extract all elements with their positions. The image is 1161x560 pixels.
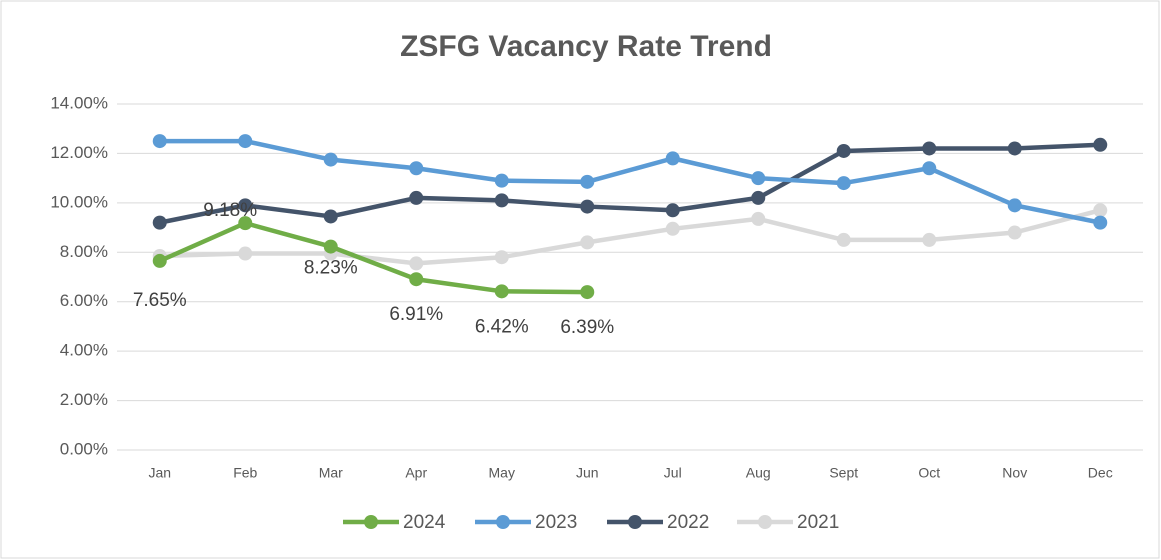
marker <box>494 173 509 188</box>
marker <box>665 151 680 166</box>
marker <box>665 221 680 236</box>
x-tick-label: Mar <box>319 465 343 481</box>
data-label: 8.23% <box>304 258 358 279</box>
marker <box>238 134 253 149</box>
x-tick-label: May <box>489 465 515 481</box>
marker <box>494 193 509 208</box>
marker <box>238 198 253 213</box>
marker <box>409 190 424 205</box>
marker <box>580 235 595 250</box>
y-tick-label: 4.00% <box>60 341 108 360</box>
marker <box>409 161 424 176</box>
marker <box>1007 198 1022 213</box>
marker <box>494 250 509 265</box>
legend-marker <box>628 515 642 529</box>
marker <box>580 174 595 189</box>
x-tick-label: Sept <box>829 465 858 481</box>
marker <box>1093 215 1108 230</box>
x-tick-label: Feb <box>233 465 257 481</box>
marker <box>836 176 851 191</box>
y-tick-label: 14.00% <box>50 93 108 112</box>
y-tick-label: 8.00% <box>60 242 108 261</box>
marker <box>580 285 595 300</box>
legend-label: 2024 <box>403 512 446 533</box>
x-tick-label: Oct <box>918 465 940 481</box>
marker <box>751 190 766 205</box>
marker <box>323 209 338 224</box>
marker <box>409 256 424 271</box>
chart-title: ZSFG Vacancy Rate Trend <box>400 30 772 63</box>
marker <box>409 272 424 287</box>
y-tick-label: 0.00% <box>60 439 108 458</box>
marker <box>1007 225 1022 240</box>
x-tick-label: Apr <box>405 465 427 481</box>
marker <box>1093 137 1108 152</box>
marker <box>751 171 766 186</box>
legend-marker <box>496 515 510 529</box>
legend-label: 2021 <box>797 512 839 533</box>
marker <box>152 215 167 230</box>
data-label: 6.91% <box>389 304 443 325</box>
data-label: 9.18% <box>203 200 257 221</box>
data-label: 6.39% <box>560 317 614 338</box>
y-tick-label: 2.00% <box>60 390 108 409</box>
marker <box>1093 203 1108 218</box>
marker <box>580 199 595 214</box>
series-line <box>159 208 1101 266</box>
marker <box>323 239 338 254</box>
marker <box>238 216 253 231</box>
legend-label: 2022 <box>667 512 709 533</box>
marker <box>922 161 937 176</box>
marker <box>152 134 167 149</box>
series-line <box>158 220 588 295</box>
marker <box>665 203 680 218</box>
data-label: 6.42% <box>475 316 529 337</box>
marker <box>238 246 253 261</box>
marker <box>836 143 851 158</box>
marker <box>751 211 766 226</box>
marker <box>494 284 509 299</box>
x-tick-label: Jun <box>576 465 599 481</box>
y-tick-label: 6.00% <box>60 291 108 310</box>
y-tick-label: 12.00% <box>50 143 108 162</box>
x-tick-label: Nov <box>1002 465 1027 481</box>
marker <box>836 232 851 247</box>
legend-label: 2023 <box>535 512 577 533</box>
marker <box>152 253 167 268</box>
series-line <box>159 138 1101 225</box>
data-label: 7.65% <box>133 290 187 311</box>
y-tick-label: 10.00% <box>50 192 108 211</box>
x-tick-label: Jan <box>148 465 171 481</box>
x-tick-label: Aug <box>746 465 771 481</box>
x-tick-label: Jul <box>664 465 682 481</box>
x-tick-label: Dec <box>1088 465 1113 481</box>
marker <box>323 152 338 167</box>
series-line <box>159 142 1101 225</box>
marker <box>1007 141 1022 156</box>
marker <box>922 141 937 156</box>
legend-marker <box>364 515 378 529</box>
legend-marker <box>758 515 772 529</box>
marker <box>922 232 937 247</box>
